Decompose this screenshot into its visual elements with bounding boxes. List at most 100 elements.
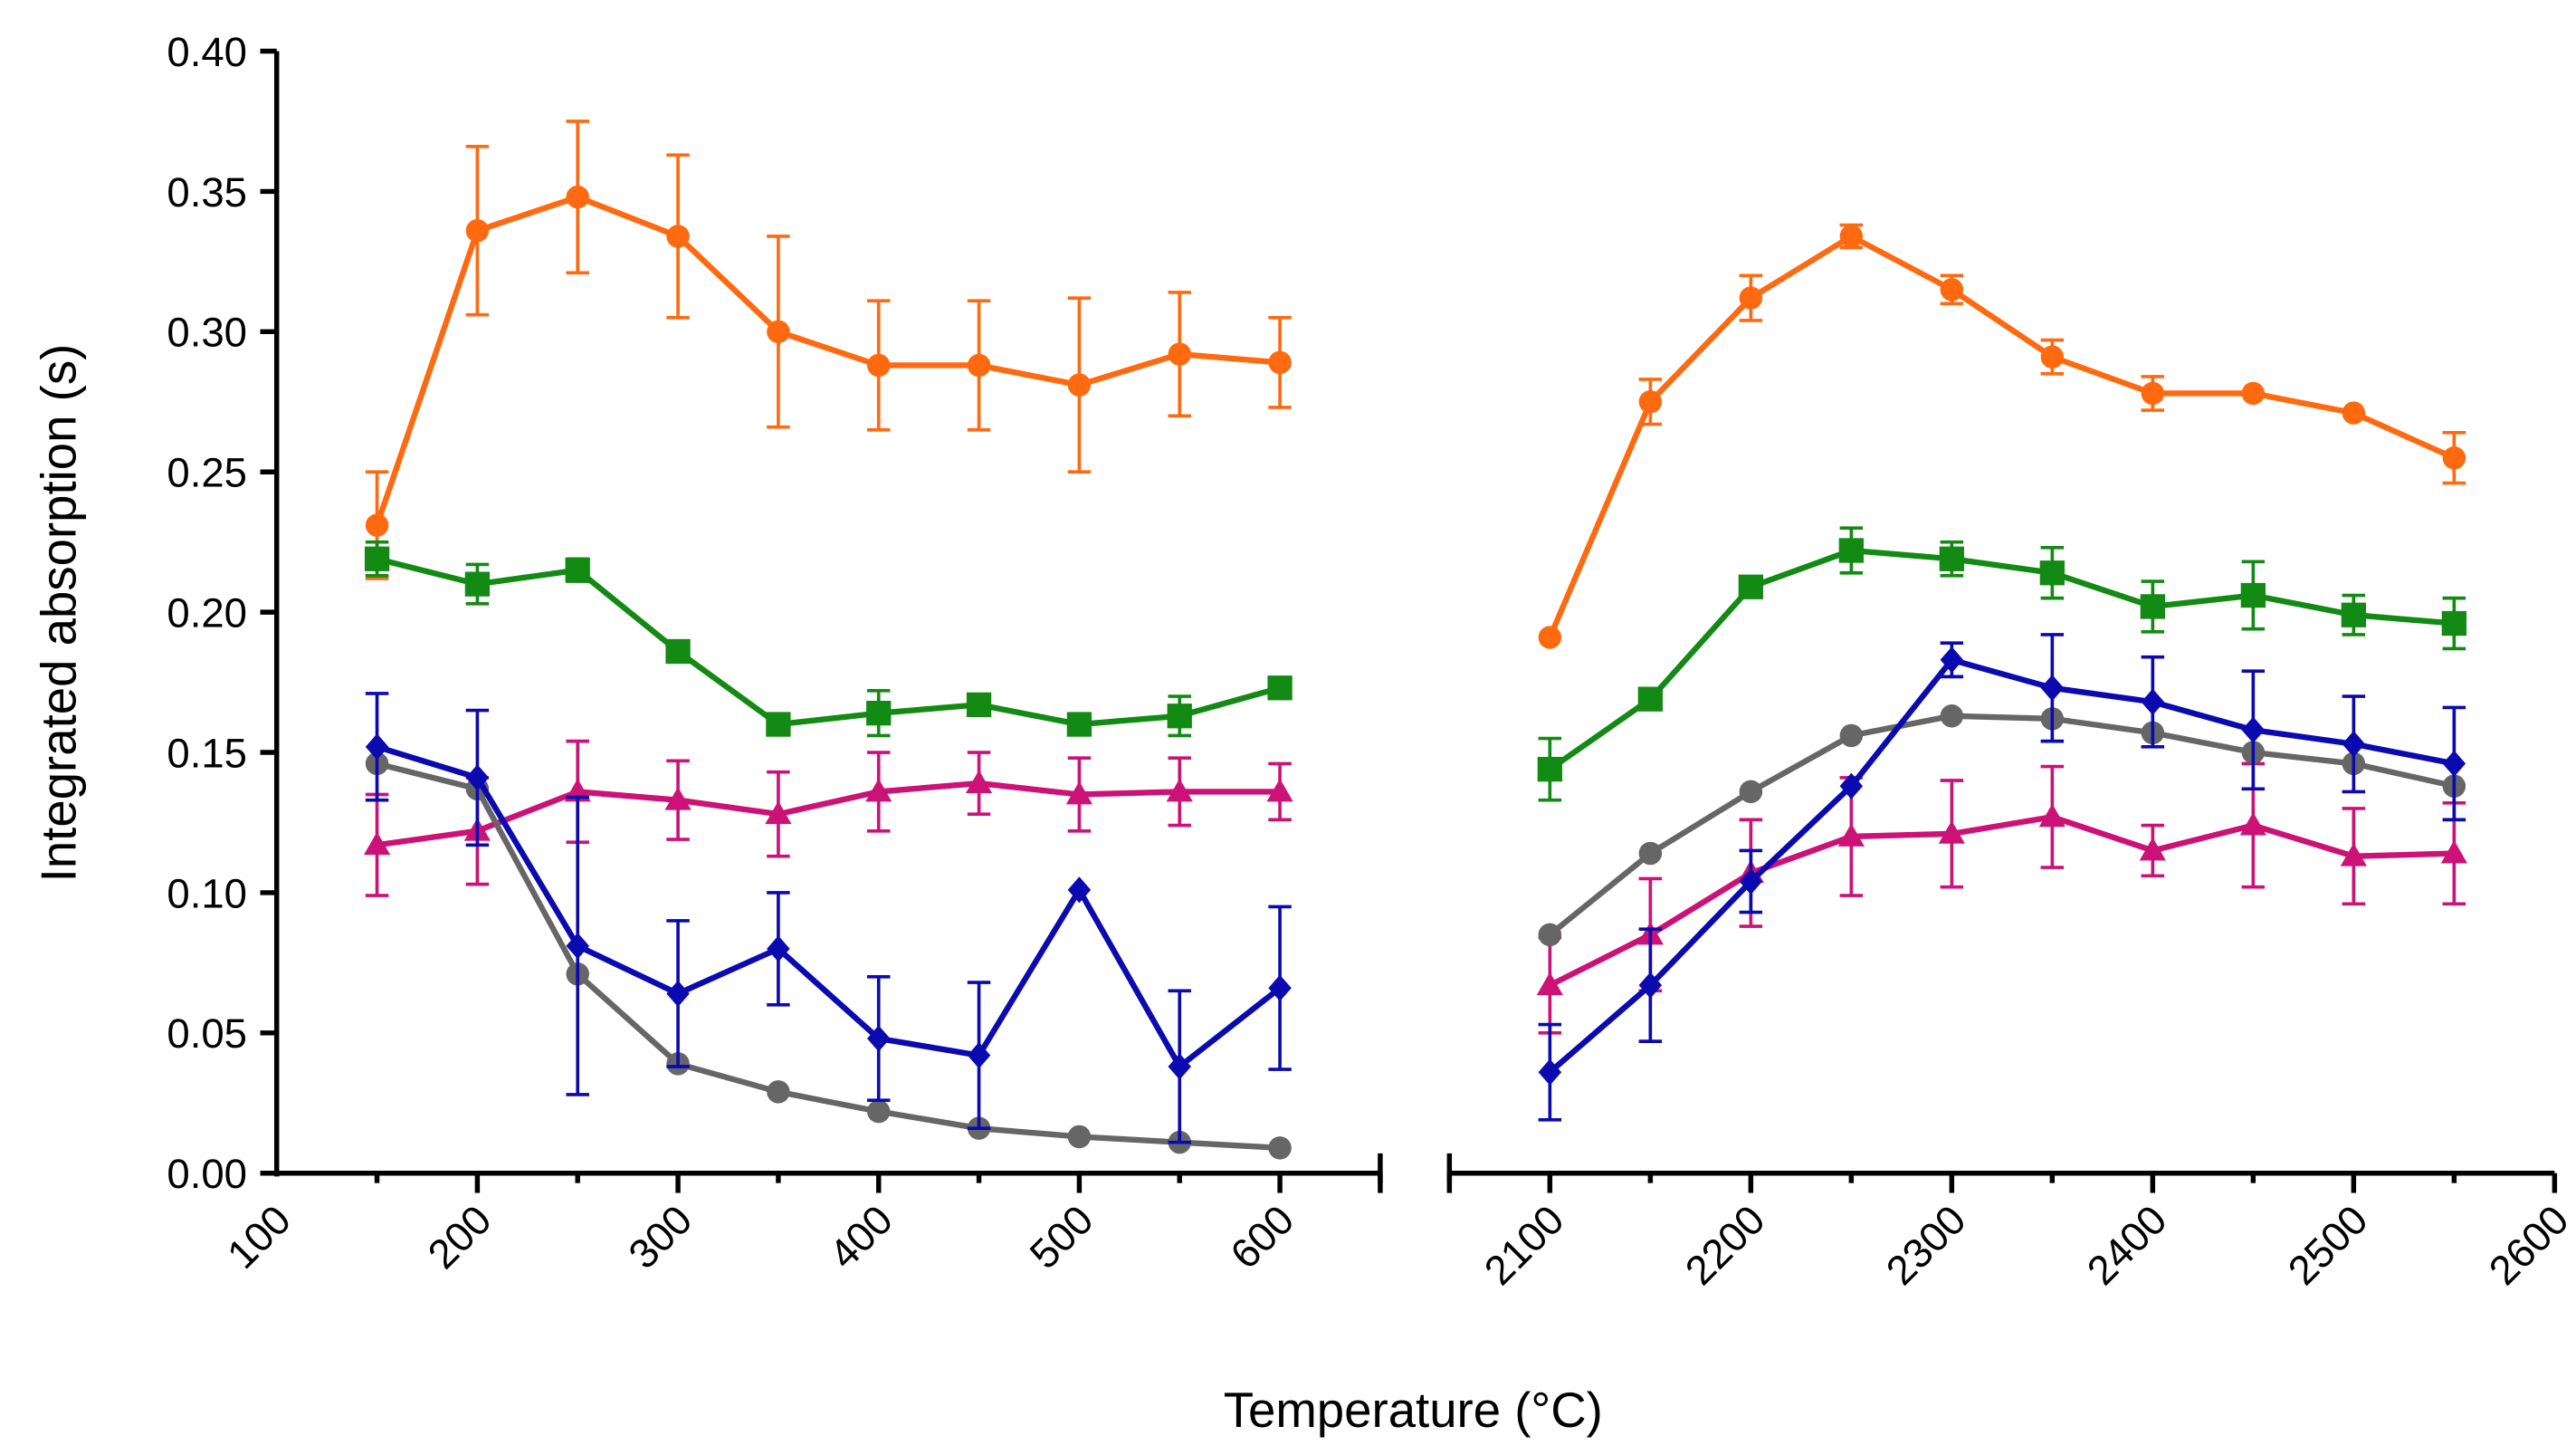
- data-point: [866, 353, 891, 378]
- data-point: [1537, 756, 1562, 782]
- data-point: [1268, 350, 1292, 375]
- data-point: [2340, 843, 2367, 866]
- data-point: [464, 571, 491, 597]
- y-tick-label: 0.25: [167, 450, 247, 496]
- data-point: [465, 764, 490, 791]
- series-line: [376, 556, 1281, 728]
- data-point: [664, 787, 692, 810]
- series-line: [376, 743, 1283, 1071]
- data-point: [966, 692, 992, 718]
- data-point: [2440, 839, 2467, 864]
- x-axis-label: Temperature (°C): [1224, 1383, 1603, 1438]
- data-point: [1939, 546, 1964, 571]
- x-tick-label: 400: [820, 1196, 902, 1278]
- x-tick-label: 2300: [1877, 1196, 1975, 1294]
- x-tick-label: 300: [620, 1196, 701, 1278]
- data-point: [1067, 876, 1092, 904]
- data-point: [1267, 675, 1293, 701]
- data-point: [767, 1080, 790, 1104]
- data-point: [1266, 778, 1293, 802]
- data-point: [2442, 445, 2466, 470]
- data-point: [767, 320, 790, 344]
- data-point: [1067, 373, 1092, 397]
- x-tick-label: 200: [419, 1196, 501, 1278]
- series-line: [1548, 814, 2455, 989]
- data-point: [2141, 381, 2165, 406]
- data-point: [1837, 823, 1865, 847]
- data-point: [1538, 923, 1562, 947]
- data-point: [2342, 401, 2366, 425]
- data-point: [1638, 841, 1663, 866]
- data-point: [866, 1025, 891, 1052]
- data-point: [966, 770, 993, 794]
- data-point: [2239, 812, 2266, 836]
- data-point: [1637, 686, 1663, 712]
- x-tick-label: 2400: [2078, 1196, 2176, 1294]
- data-point: [1839, 225, 1864, 248]
- data-point: [565, 558, 590, 583]
- y-tick-label: 0.40: [167, 29, 247, 75]
- y-axis-label: Integrated absorption (s): [32, 344, 87, 883]
- data-point: [1066, 712, 1092, 737]
- data-point: [2038, 803, 2066, 828]
- series-gray-circle: [365, 704, 2466, 1160]
- data-point: [1168, 342, 1191, 366]
- series-line: [376, 761, 1281, 1152]
- x-tick-label: 100: [218, 1196, 300, 1278]
- data-point: [2240, 582, 2266, 608]
- data-point: [364, 546, 390, 571]
- y-tick-label: 0.15: [167, 730, 247, 776]
- x-tick-label: 2200: [1676, 1196, 1774, 1294]
- y-tick-label: 0.05: [167, 1010, 247, 1057]
- y-tick-label: 0.10: [167, 870, 247, 916]
- series-line: [377, 780, 1281, 848]
- data-point: [363, 831, 391, 856]
- data-point: [2241, 716, 2266, 743]
- data-point: [967, 353, 991, 378]
- series-line: [1547, 233, 2456, 639]
- x-tick-label: 2500: [2279, 1196, 2377, 1294]
- data-point: [865, 778, 892, 802]
- data-point: [365, 513, 389, 537]
- data-point: [1268, 1136, 1292, 1160]
- data-point: [666, 225, 690, 248]
- x-tick-label: 2100: [1475, 1196, 1573, 1294]
- y-tick-label: 0.20: [167, 589, 247, 636]
- data-point: [2442, 750, 2466, 777]
- series-line: [1548, 656, 2455, 1075]
- data-point: [665, 638, 691, 665]
- data-point: [1739, 286, 1763, 310]
- data-point: [2441, 610, 2466, 637]
- data-point: [1739, 780, 1763, 804]
- series-green-square: [364, 526, 2466, 802]
- data-point: [365, 733, 389, 761]
- data-point: [765, 800, 792, 825]
- plot-area: [363, 120, 2467, 1160]
- data-point: [1638, 390, 1663, 414]
- data-point: [1638, 972, 1663, 999]
- data-point: [766, 712, 791, 737]
- y-tick-label: 0.30: [167, 310, 247, 356]
- data-point: [1538, 626, 1562, 649]
- x-tick-label: 2600: [2480, 1196, 2576, 1294]
- data-point: [2342, 731, 2366, 758]
- data-point: [2140, 594, 2165, 619]
- data-point: [1067, 1125, 1092, 1149]
- series-orange-circle: [365, 120, 2466, 649]
- data-point: [2139, 837, 2166, 861]
- data-point: [1938, 820, 1965, 844]
- data-point: [1838, 538, 1864, 563]
- series-magenta-triangle: [363, 739, 2467, 1035]
- data-point: [2039, 560, 2065, 586]
- data-point: [1065, 780, 1092, 805]
- x-tick-label: 600: [1222, 1196, 1303, 1278]
- x-tick-label: 500: [1021, 1196, 1102, 1278]
- data-point: [767, 935, 790, 962]
- data-point: [1940, 704, 1964, 728]
- data-point: [1167, 704, 1192, 729]
- data-point: [2141, 688, 2165, 715]
- data-point: [1940, 278, 1964, 302]
- data-point: [2040, 675, 2065, 702]
- data-point: [1739, 867, 1763, 895]
